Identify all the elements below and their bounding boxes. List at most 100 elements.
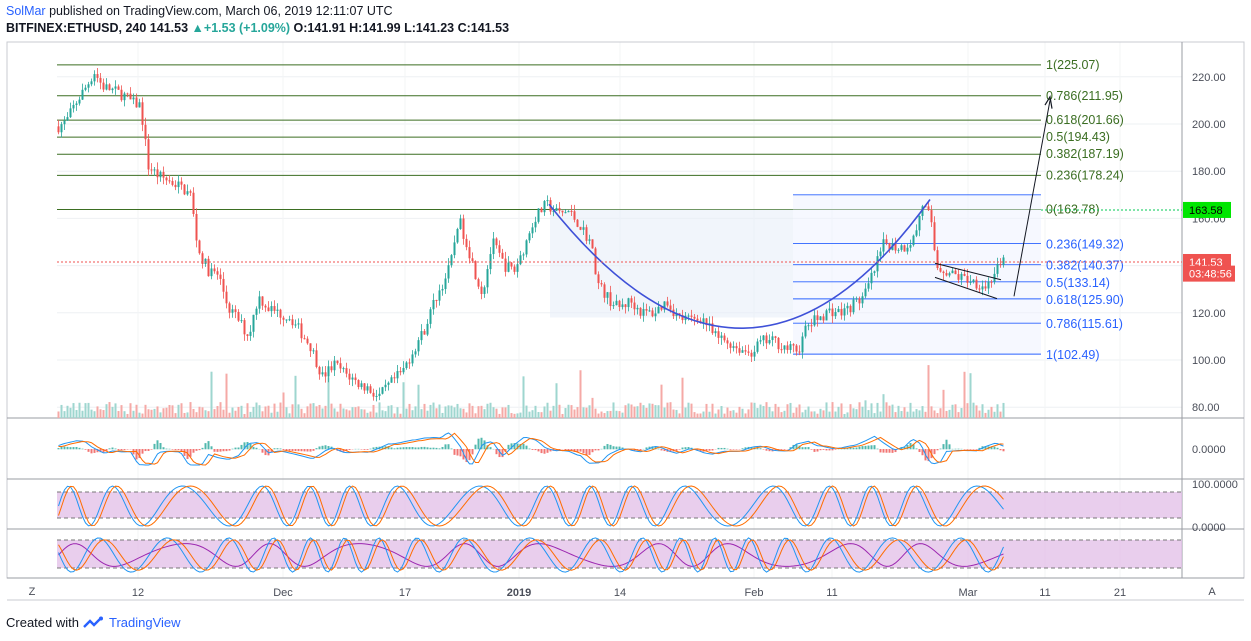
candle-body xyxy=(495,238,498,246)
candle-body xyxy=(897,249,900,251)
candle-body xyxy=(399,371,402,373)
candle-body xyxy=(357,380,360,388)
candle-body xyxy=(249,331,252,336)
volume-bars xyxy=(57,365,1005,418)
volume-bar xyxy=(120,405,123,418)
candle-body xyxy=(396,371,399,379)
macd-histogram-bar xyxy=(972,449,975,450)
price-tick: 100.00 xyxy=(1192,355,1226,367)
candle-body xyxy=(780,349,783,351)
target-arrow xyxy=(1013,100,1051,297)
time-tick: 14 xyxy=(614,587,626,599)
volume-bar xyxy=(672,409,675,418)
macd-histogram-bar xyxy=(717,447,720,450)
candle-body xyxy=(483,287,486,294)
candle-body xyxy=(813,315,816,326)
volume-bar xyxy=(690,403,693,418)
macd-histogram-bar xyxy=(315,448,318,450)
volume-bar xyxy=(933,410,936,418)
macd-histogram-bar xyxy=(99,449,102,453)
macd-histogram-bar xyxy=(426,447,429,450)
time-tick: 2019 xyxy=(507,587,531,599)
macd-histogram-bar xyxy=(156,440,159,450)
macd-histogram-bar xyxy=(465,449,468,463)
candle-body xyxy=(591,239,594,249)
volume-bar xyxy=(768,406,771,418)
candle-body xyxy=(282,317,285,320)
rsi-k-line xyxy=(58,537,1004,573)
volume-bar xyxy=(750,402,753,418)
candle-body xyxy=(468,247,471,259)
candle-body xyxy=(873,271,876,273)
volume-bar xyxy=(168,404,171,418)
candle-body xyxy=(738,348,741,353)
volume-bar xyxy=(498,413,501,418)
last-price: 141.53 xyxy=(149,21,189,35)
macd-histogram-bar xyxy=(1002,449,1005,452)
candle-body xyxy=(126,93,129,95)
candle-body xyxy=(849,305,852,313)
volume-bar xyxy=(261,411,264,418)
candle-body xyxy=(792,344,795,346)
volume-bar xyxy=(327,377,330,418)
candle-body xyxy=(669,305,672,310)
macd-histogram-bar xyxy=(165,448,168,450)
candle-body xyxy=(717,331,720,338)
volume-bar xyxy=(219,402,222,418)
tradingview-brand[interactable]: TradingView xyxy=(108,615,181,630)
volume-bar xyxy=(237,406,240,418)
volume-bar xyxy=(840,403,843,418)
candle-body xyxy=(264,305,267,308)
macd-histogram-bar xyxy=(393,448,396,450)
volume-bar xyxy=(291,404,294,418)
candle-body xyxy=(756,341,759,352)
macd-histogram-bar xyxy=(180,449,183,452)
macd-histogram-bar xyxy=(483,440,486,450)
volume-bar xyxy=(75,410,78,418)
candle-body xyxy=(132,97,135,100)
time-tick: 17 xyxy=(399,587,411,599)
macd-histogram-bar xyxy=(744,447,747,450)
candle-body xyxy=(354,377,357,381)
volume-bar xyxy=(801,412,804,418)
candle-body xyxy=(714,331,717,334)
volume-bar xyxy=(771,411,774,418)
candle-body xyxy=(747,351,750,353)
volume-bar xyxy=(915,409,918,418)
volume-bar xyxy=(912,411,915,418)
candle-body xyxy=(111,88,114,91)
macd-histogram-bar xyxy=(501,449,504,458)
volume-bar xyxy=(870,403,873,418)
macd-histogram-bar xyxy=(489,447,492,450)
macd-histogram-bar xyxy=(243,442,246,450)
candle-body xyxy=(969,281,972,283)
candle-body xyxy=(123,93,126,101)
price-tick: 200.00 xyxy=(1192,119,1226,131)
volume-bar xyxy=(759,404,762,418)
candle-body xyxy=(477,279,480,287)
candle-body xyxy=(531,227,534,234)
macd-histogram-bar xyxy=(147,449,150,451)
volume-bar xyxy=(918,410,921,418)
macd-histogram-bar xyxy=(576,449,579,453)
macd-histogram-bar xyxy=(72,447,75,450)
volume-bar xyxy=(423,403,426,418)
macd-histogram-bar xyxy=(204,443,207,450)
up-arrow-icon: ▲ xyxy=(191,21,204,35)
author-link[interactable]: SolMar xyxy=(6,4,46,18)
macd-histogram-bar xyxy=(546,449,549,453)
candle-body xyxy=(840,308,843,316)
candle-body xyxy=(657,306,660,314)
candle-body xyxy=(585,227,588,241)
macd-histogram-bar xyxy=(795,444,798,450)
macd-histogram-bar xyxy=(858,446,861,450)
candle-body xyxy=(606,292,609,298)
macd-histogram-bar xyxy=(591,449,594,453)
volume-bar xyxy=(819,408,822,418)
candle-body xyxy=(567,210,570,213)
volume-bar xyxy=(909,402,912,418)
candle-body xyxy=(441,289,444,291)
candle-body xyxy=(795,345,798,352)
candle-body xyxy=(279,309,282,318)
